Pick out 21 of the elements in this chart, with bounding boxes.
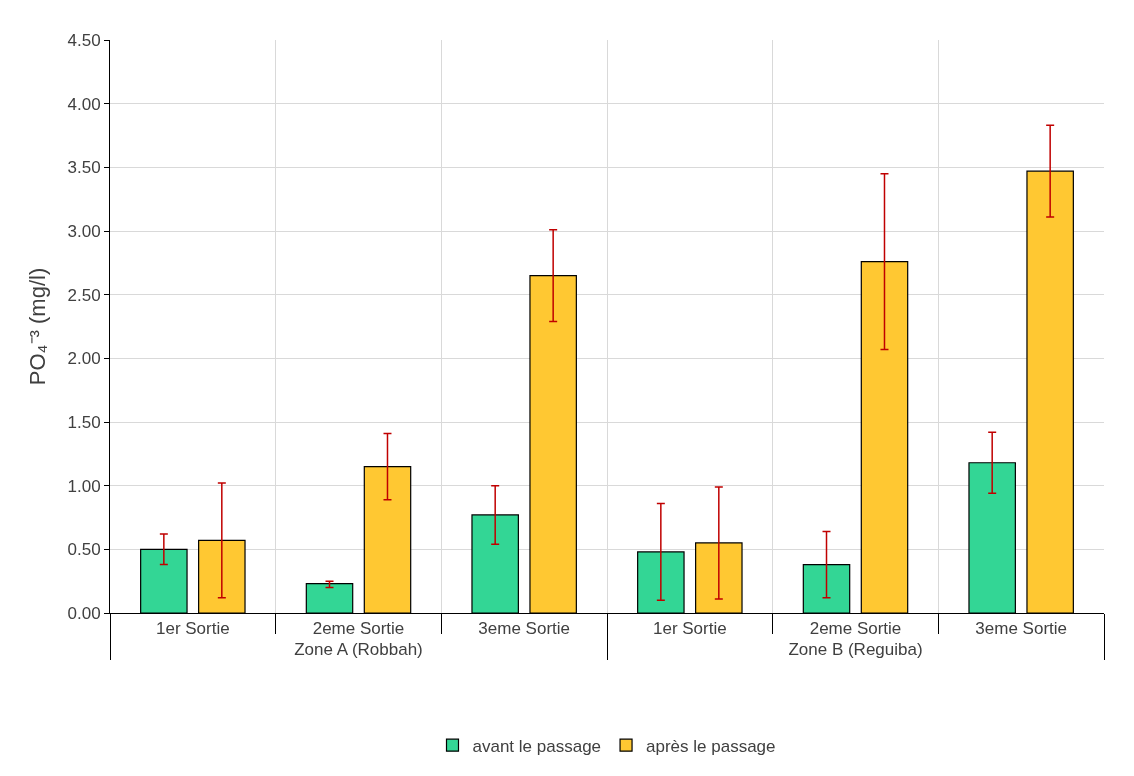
legend-label: après le passage bbox=[646, 736, 776, 756]
y-tick-label: 0.50 bbox=[67, 540, 101, 560]
x-tick-label: 1er Sortie bbox=[155, 619, 230, 639]
x-tick-label: 3eme Sortie bbox=[478, 619, 571, 639]
text: Zone B (Reguiba) bbox=[788, 640, 923, 660]
x-tick-label: 3eme Sortie bbox=[975, 619, 1068, 639]
legend-label: avant le passage bbox=[472, 736, 602, 756]
y-tick-label: 1.50 bbox=[67, 412, 101, 432]
y-tick-label: 0.00 bbox=[67, 603, 101, 623]
y-tick-label: 1.00 bbox=[67, 476, 101, 496]
y-tick-label: 3.00 bbox=[67, 221, 101, 241]
y-tick-label: 4.50 bbox=[67, 30, 101, 50]
y-tick-label: 4.00 bbox=[67, 94, 101, 114]
x-tick-label: 1er Sortie bbox=[652, 619, 727, 639]
y-axis-title: PO₄⁻³ (mg/l) bbox=[25, 267, 51, 386]
y-tick-label: 2.00 bbox=[67, 349, 101, 369]
x-tick-label: 2eme Sortie bbox=[809, 619, 902, 639]
text: Zone A (Robbah) bbox=[294, 640, 423, 660]
y-tick-label: 3.50 bbox=[67, 158, 101, 178]
y-tick-label: 2.50 bbox=[67, 285, 101, 305]
x-tick-label: 2eme Sortie bbox=[312, 619, 405, 639]
